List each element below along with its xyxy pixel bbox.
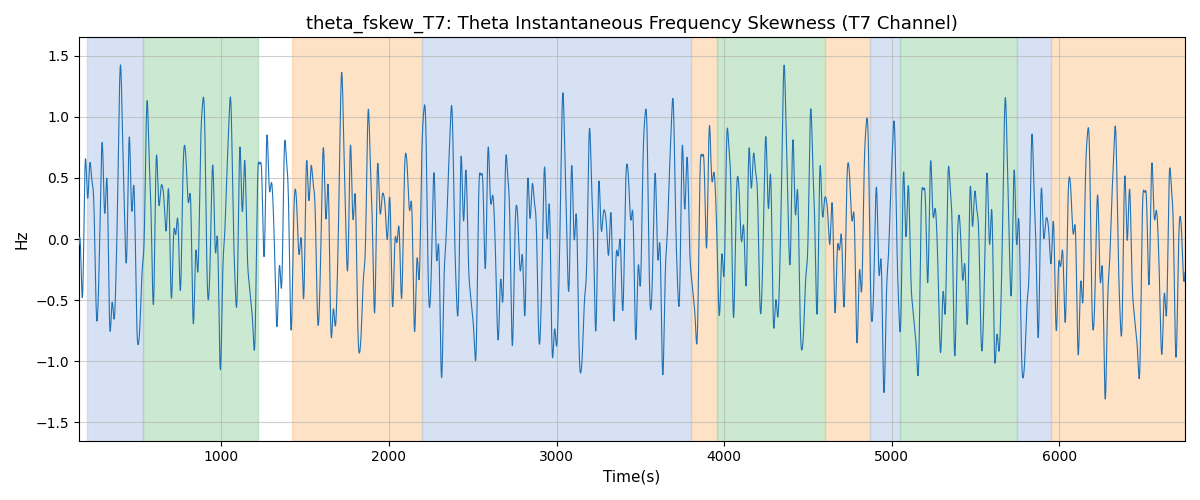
Title: theta_fskew_T7: Theta Instantaneous Frequency Skewness (T7 Channel): theta_fskew_T7: Theta Instantaneous Freq… (306, 15, 958, 34)
Bar (900, 38, 1018, 440)
Bar (143, 38, 258, 440)
Bar (691, 38, 718, 440)
X-axis label: Time(s): Time(s) (604, 470, 660, 485)
Bar (870, 38, 900, 440)
Bar (88, 38, 143, 440)
Bar (1018, 38, 1051, 440)
Bar (422, 38, 691, 440)
Y-axis label: Hz: Hz (14, 230, 30, 249)
Bar (1051, 38, 1186, 440)
Bar (292, 38, 422, 440)
Bar (824, 38, 870, 440)
Bar (718, 38, 824, 440)
